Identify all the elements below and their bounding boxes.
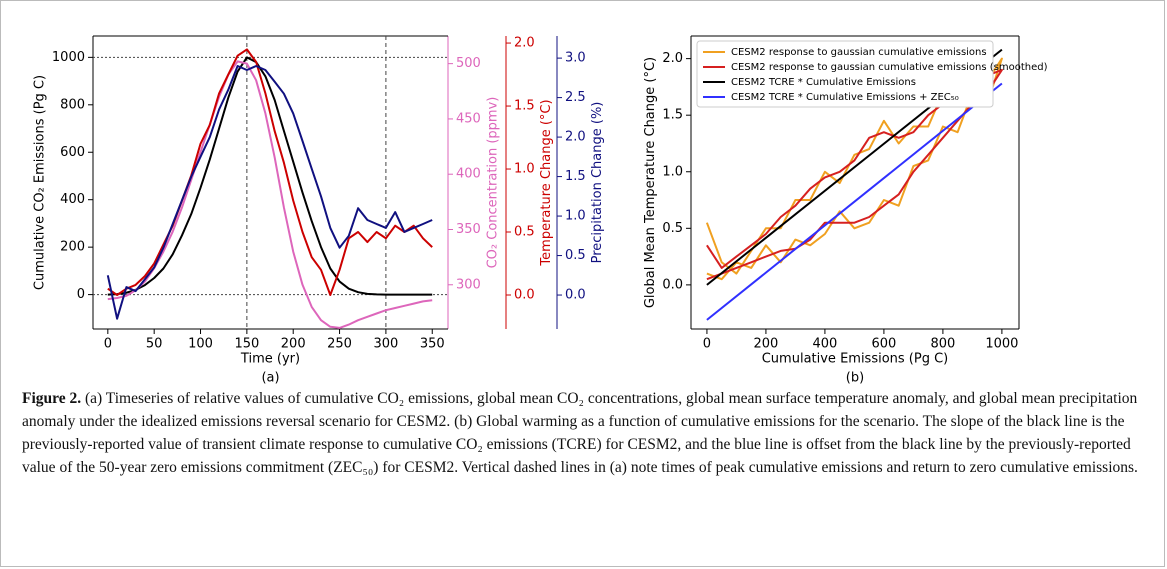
series-line [107,56,433,296]
panel-label: (b) [846,371,864,386]
y-tick-label: 0.0 [565,288,586,303]
y-tick-label: 0 [77,287,85,302]
y-tick-label: 2.0 [514,36,535,51]
y-tick-label: 1.5 [565,169,586,184]
y-axis-label: Precipitation Change (%) [590,102,605,264]
y-tick-label: 400 [456,167,481,182]
y-tick-label: 400 [60,192,85,207]
x-tick-label: 1000 [985,337,1018,352]
y-tick-label: 0.5 [662,221,683,236]
y-tick-label: 2.0 [565,130,586,145]
x-tick-label: 200 [754,337,779,352]
x-tick-label: 0 [104,337,112,352]
x-tick-label: 0 [703,337,711,352]
y-tick-label: 450 [456,111,481,126]
x-tick-label: 400 [812,337,837,352]
y-tick-label: 1.0 [662,164,683,179]
x-tick-label: 150 [234,337,259,352]
series-line [107,48,433,296]
series-line [106,65,433,320]
y-tick-label: 1.5 [514,99,535,114]
y-tick-label: 300 [456,277,481,292]
y-tick-label: 1.0 [565,209,586,224]
x-tick-label: 100 [188,337,213,352]
series-line [107,60,433,329]
y-tick-label: 500 [456,56,481,71]
y-axis-label: CO₂ Concentration (ppmv) [485,97,500,269]
y-tick-label: 0.0 [662,277,683,292]
y-tick-label: 350 [456,222,481,237]
legend-label: CESM2 TCRE * Cumulative Emissions + ZEC₅… [731,92,959,103]
series-line [706,82,1003,321]
x-tick-label: 600 [871,337,896,352]
legend-label: CESM2 response to gaussian cumulative em… [731,62,1048,73]
x-tick-label: 350 [420,337,445,352]
y-tick-label: 800 [60,97,85,112]
y-tick-label: 1000 [52,50,85,65]
x-tick-label: 800 [930,337,955,352]
caption: Figure 2. (a) Timeseries of relative val… [22,387,1147,479]
x-tick-label: 200 [281,337,306,352]
y-tick-label: 1.5 [662,108,683,123]
y-tick-label: 0.0 [514,287,535,302]
caption-text: (a) Timeseries of relative values of cum… [22,390,1138,476]
y-tick-label: 0.5 [514,225,535,240]
y-axis-label: Global Mean Temperature Change (°C) [643,57,658,308]
y-tick-label: 2.0 [662,51,683,66]
legend-label: CESM2 response to gaussian cumulative em… [731,47,987,58]
y-tick-label: 200 [60,240,85,255]
x-tick-label: 50 [146,337,163,352]
x-tick-label: 250 [327,337,352,352]
series-line [706,68,1003,281]
legend-box [696,40,994,108]
y-tick-label: 1.0 [514,162,535,177]
y-tick-label: 0.5 [565,248,586,263]
panel-label: (a) [261,371,279,386]
x-axis-label: Time (yr) [240,352,300,367]
x-tick-label: 300 [373,337,398,352]
y-axis-label: Temperature Change (°C) [539,99,554,266]
legend-label: CESM2 TCRE * Cumulative Emissions [731,77,916,88]
y-tick-label: 3.0 [565,51,586,66]
y-axis-label: Cumulative CO₂ Emissions (Pg C) [32,75,47,290]
caption-label: Figure 2. [22,390,82,407]
x-axis-label: Cumulative Emissions (Pg C) [762,352,949,367]
y-tick-label: 2.5 [565,90,586,105]
y-tick-label: 600 [60,145,85,160]
